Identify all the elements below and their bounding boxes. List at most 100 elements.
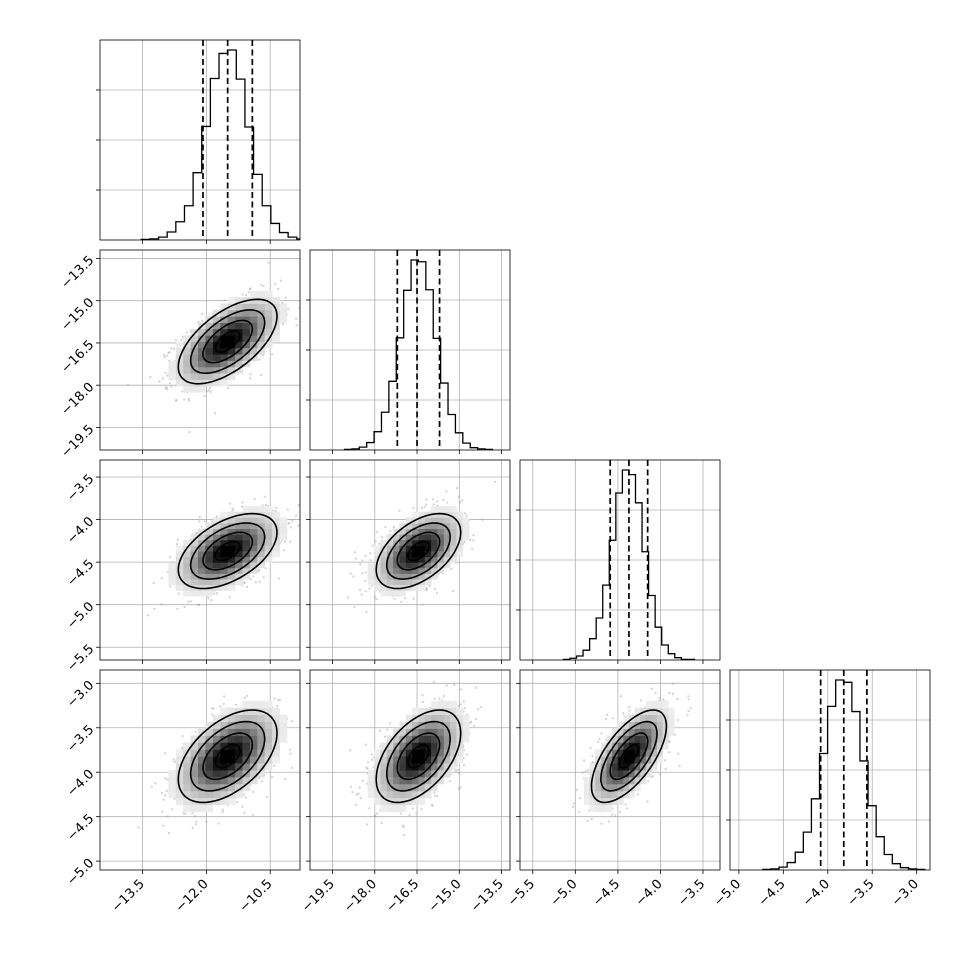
density-cell <box>257 534 266 541</box>
density-cell <box>617 749 624 757</box>
density-cell <box>264 511 273 518</box>
density-cell <box>374 567 381 574</box>
density-cell <box>443 763 451 771</box>
density-cell <box>412 721 419 729</box>
density-cell <box>628 770 635 778</box>
density-cell <box>380 784 388 792</box>
density-cell <box>220 742 229 750</box>
scatter-point <box>425 498 428 501</box>
scatter-point <box>194 823 197 826</box>
scatter-point <box>228 596 231 599</box>
density-cell <box>257 556 266 563</box>
density-cell <box>190 579 199 586</box>
scatter-point <box>248 288 251 291</box>
density-cell <box>249 749 258 757</box>
density-cell <box>634 777 641 785</box>
density-cell <box>168 770 177 778</box>
density-cell <box>424 790 432 799</box>
density-cell <box>405 545 413 552</box>
contour-level-2 <box>189 720 266 792</box>
scatter-point <box>295 514 298 517</box>
density-cell <box>257 347 266 355</box>
density-cell <box>634 728 641 736</box>
density-cell <box>657 749 663 757</box>
scatter-point <box>200 525 203 528</box>
density-cell <box>198 749 206 757</box>
density-cell <box>190 573 199 580</box>
density-cell <box>386 562 394 569</box>
contour-level-1 <box>396 531 441 571</box>
y-tick-label-param-3: −4.0 <box>64 767 97 800</box>
density-cell <box>272 545 280 552</box>
contours <box>177 709 278 804</box>
density-cell <box>634 721 641 729</box>
density-cell <box>227 777 236 785</box>
density-cell <box>651 714 658 722</box>
density-cell <box>279 309 288 317</box>
scatter-point <box>252 575 255 578</box>
scatter-point <box>175 399 178 402</box>
density-cell <box>418 777 426 785</box>
density-cell <box>462 714 470 722</box>
density-cell <box>257 700 266 709</box>
density-cell <box>623 777 630 785</box>
density-cell <box>212 777 221 785</box>
scatter-point <box>625 807 629 810</box>
scatter-point <box>374 540 377 543</box>
density-cell <box>374 790 381 799</box>
density-cell <box>220 721 229 729</box>
density-cell <box>399 579 407 586</box>
density-cell <box>257 335 266 342</box>
scatter-point <box>240 505 243 508</box>
scatter-point <box>453 683 456 687</box>
scatter-point <box>234 703 238 707</box>
density-cell <box>450 714 457 722</box>
y-tick-label-param-3: −3.0 <box>64 678 97 711</box>
density-cell <box>190 777 199 785</box>
scatter-point <box>368 807 371 810</box>
scatter-point <box>639 699 643 702</box>
scatter-point <box>628 709 631 712</box>
density-cell <box>431 506 438 513</box>
scatter-point <box>573 802 576 805</box>
scatter-point <box>435 592 438 595</box>
x-tick-label-param-3: −3.0 <box>889 877 922 910</box>
scatter-point <box>689 707 692 710</box>
density-cell <box>380 579 388 586</box>
density-cell <box>450 728 457 736</box>
scatter-point <box>174 339 177 342</box>
scatter-point <box>425 588 428 591</box>
density-cell <box>657 742 663 750</box>
scatter-point <box>289 526 292 529</box>
scatter-point <box>383 735 386 738</box>
density-cell <box>242 742 251 750</box>
density-cell <box>606 742 613 750</box>
density-cell <box>443 756 451 764</box>
scatter-point <box>373 814 376 817</box>
density-cell <box>418 742 426 750</box>
density-cell <box>249 539 258 546</box>
scatter-point <box>582 759 586 762</box>
scatter-panel-2-1 <box>306 459 511 664</box>
scatter-point <box>177 592 180 595</box>
density-cell <box>431 534 438 541</box>
y-tick-label-param-1: −13.5 <box>59 253 98 292</box>
density-cell <box>431 728 438 736</box>
density-cell <box>175 749 184 757</box>
density-cell <box>386 539 394 546</box>
density-cell <box>205 551 214 558</box>
density-cell <box>220 777 229 785</box>
scatter-point <box>371 544 374 547</box>
density-cell <box>249 309 258 317</box>
density-cell <box>183 556 191 563</box>
contour-level-0 <box>214 330 241 353</box>
scatter-point <box>452 589 455 593</box>
scatter-point <box>187 397 190 400</box>
density-cell <box>418 784 426 792</box>
density-cell <box>257 714 266 722</box>
density-cell <box>264 763 273 771</box>
density-cell <box>606 804 613 813</box>
density-cell <box>249 506 258 513</box>
density-cell <box>212 539 221 546</box>
density-cell <box>386 749 394 757</box>
